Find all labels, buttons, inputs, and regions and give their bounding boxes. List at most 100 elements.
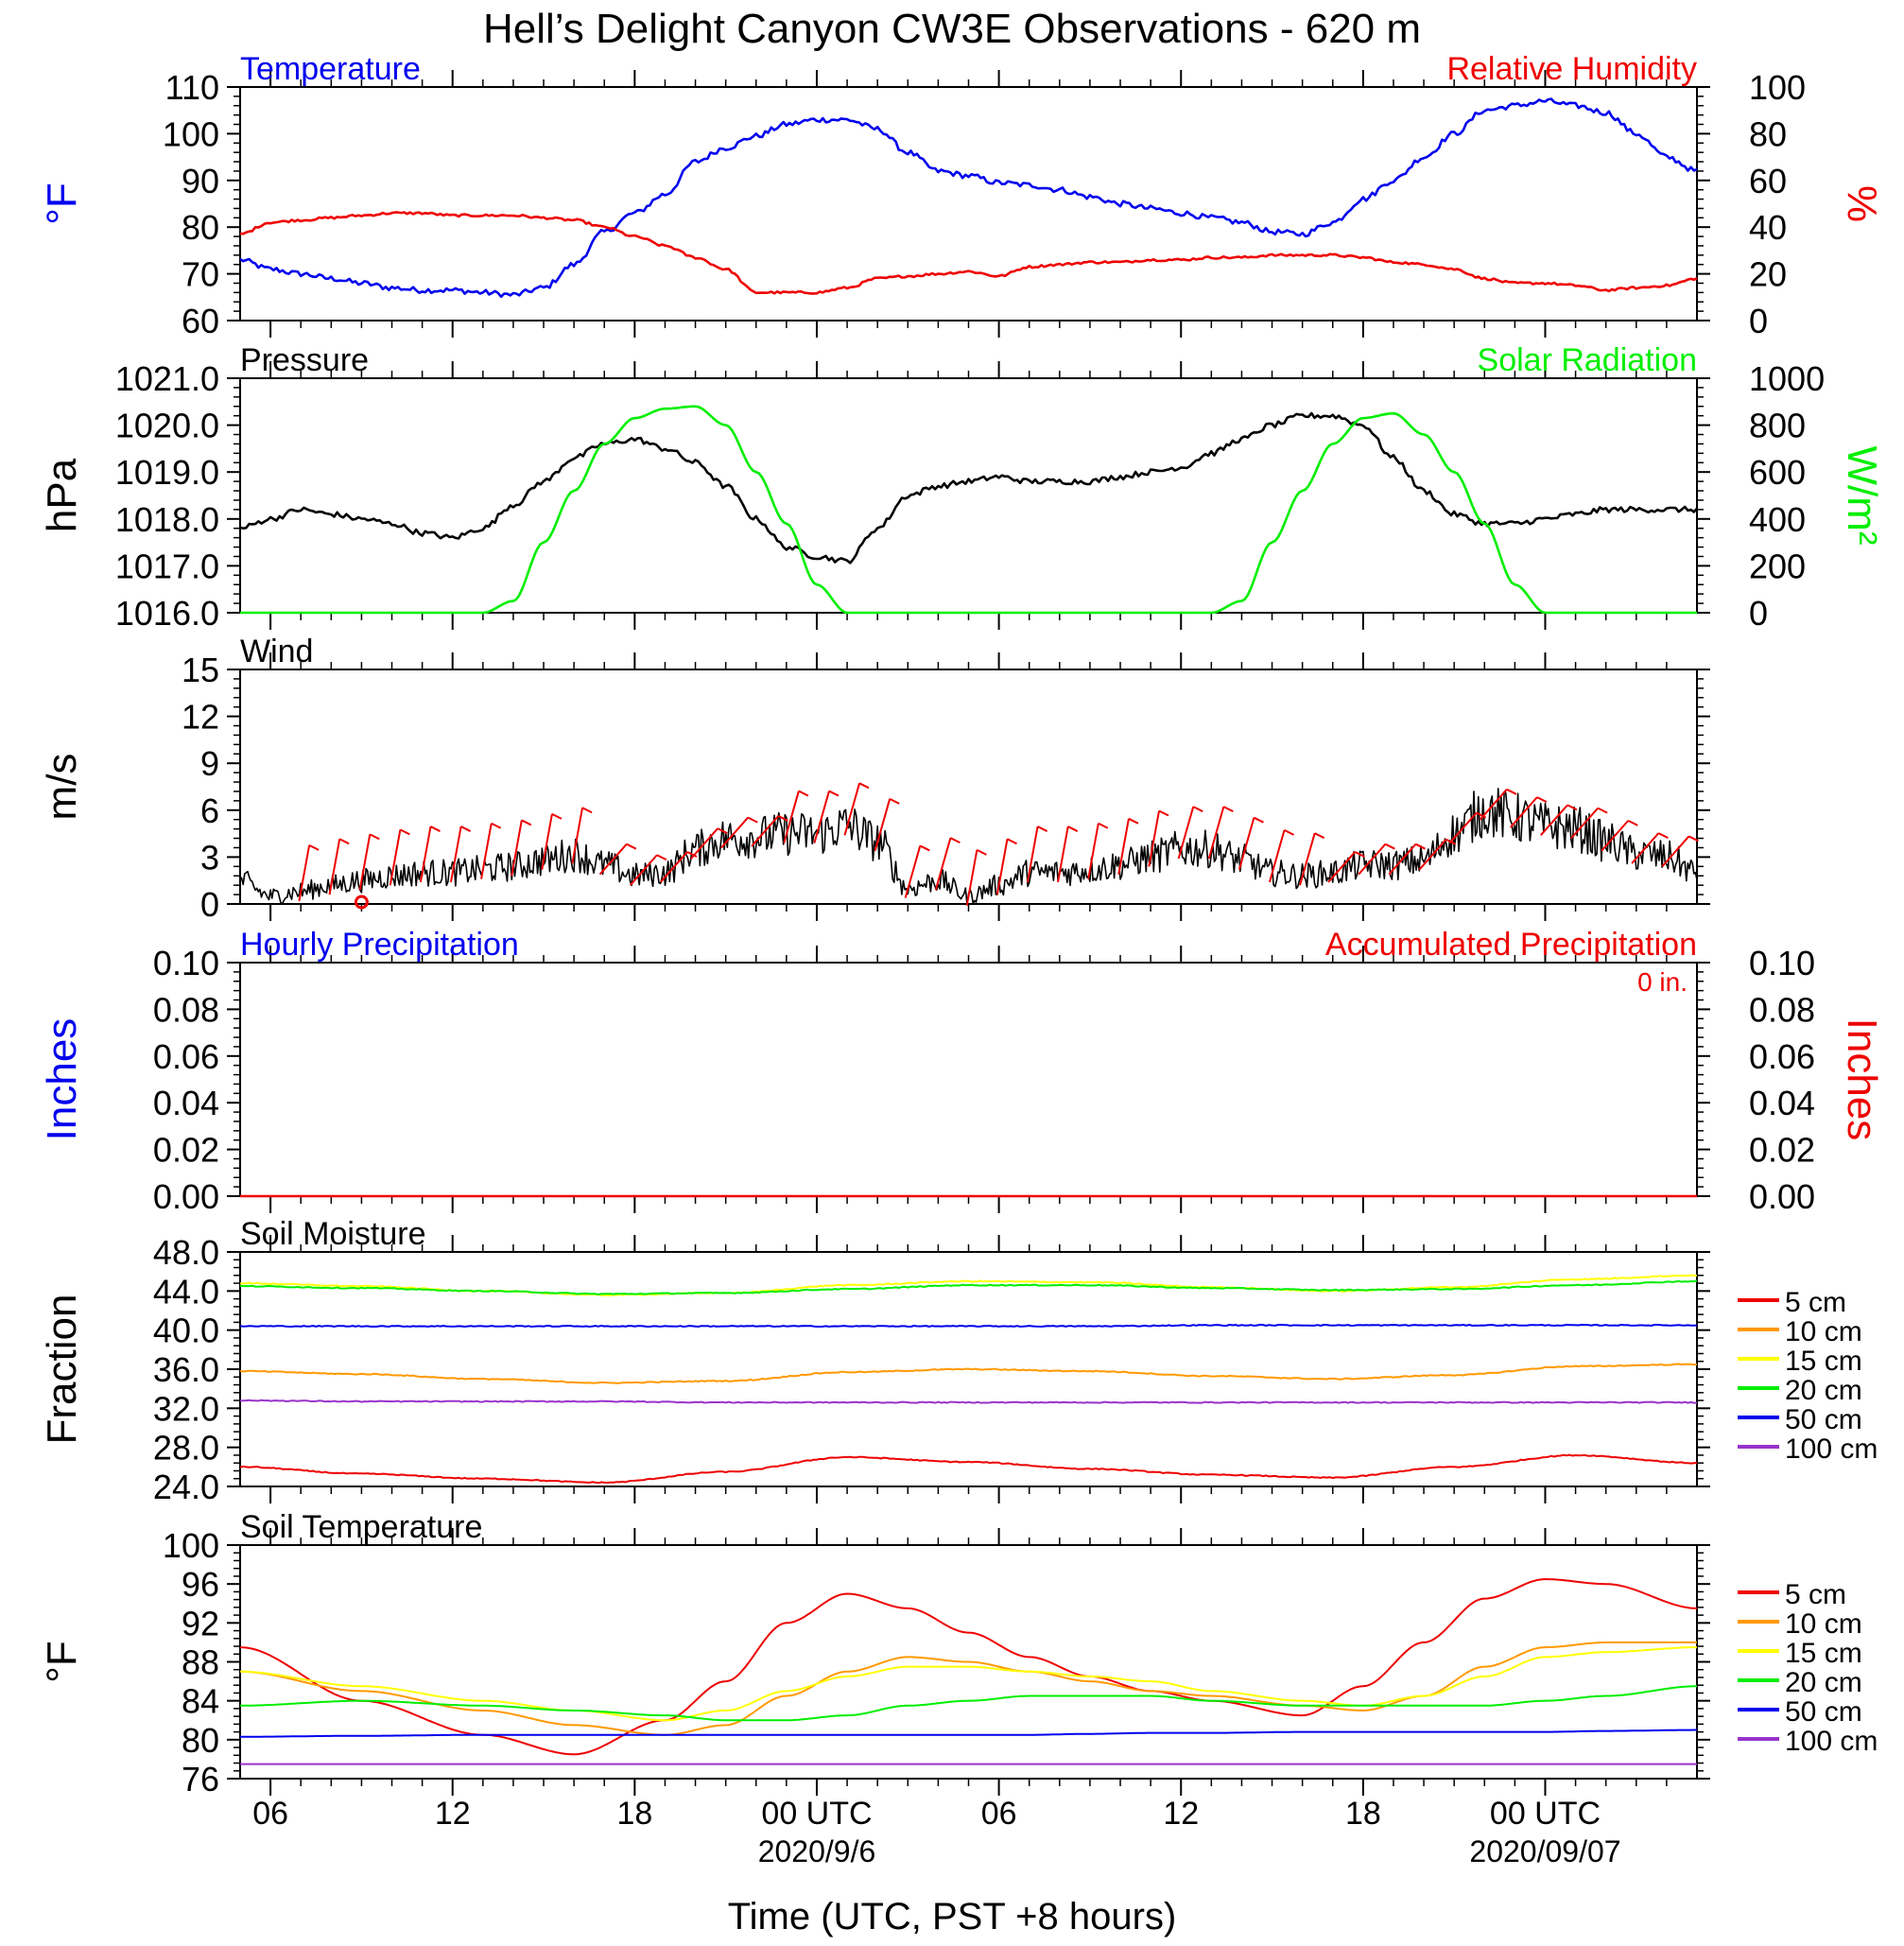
series-line-pressure [239, 411, 1698, 565]
y-tick-label-left: 1019.0 [115, 453, 219, 492]
wind-barb-flag [1007, 838, 1017, 845]
wind-barb-flag [1098, 822, 1109, 829]
wind-barb [934, 837, 952, 891]
wind-barb [690, 827, 718, 860]
y-tick-label-left: 0.08 [153, 990, 219, 1029]
legend-label: 20 cm [1785, 1667, 1862, 1698]
y-tick-label-right: 40 [1749, 208, 1787, 247]
y-tick-label-left: 6 [200, 791, 219, 830]
y-tick-label-left: 90 [182, 162, 219, 200]
x-tick-label: 18 [616, 1796, 652, 1832]
y-tick-label-left: 1018.0 [115, 500, 219, 539]
series-line-50-cm [240, 1729, 1697, 1738]
wind-barb [389, 829, 402, 886]
y-tick-label-left: 1017.0 [115, 547, 219, 585]
wind-barb [1631, 832, 1660, 864]
y-tick-label-right: 400 [1749, 500, 1806, 539]
wind-barb [1388, 843, 1417, 876]
y-tick-label-right: 0.04 [1749, 1084, 1815, 1122]
wind-barb-flag [430, 825, 441, 832]
y-tick-label-left: 110 [165, 68, 219, 107]
wind-barb [1661, 835, 1690, 868]
panel-title-right: Relative Humidity [1446, 51, 1697, 87]
wind-barb-flag [1314, 832, 1325, 840]
series-line-20-cm [240, 1685, 1698, 1722]
wind-barb [843, 783, 861, 836]
wind-barb-flag [1067, 825, 1079, 832]
x-tick-label: 06 [981, 1796, 1017, 1832]
y-tick-label-right: 80 [1749, 114, 1787, 153]
y-axis-label-left: m/s [39, 754, 85, 821]
y-tick-label-left: 84 [182, 1682, 219, 1721]
y-tick-label-left: 0.04 [153, 1084, 219, 1122]
wind-barb [1418, 839, 1447, 871]
x-tick-label: 06 [252, 1796, 288, 1832]
legend-label: 100 cm [1785, 1726, 1878, 1757]
wind-barb [541, 813, 553, 870]
wind-barb [1026, 825, 1039, 883]
wind-barb [1238, 817, 1255, 870]
wind-barb [995, 839, 1009, 895]
wind-barb-flag [1128, 817, 1139, 825]
y-tick-label-left: 88 [182, 1643, 219, 1682]
y-tick-label-right: 0.06 [1749, 1037, 1815, 1076]
wind-barb-flag [747, 816, 758, 824]
y-tick-label-left: 15 [182, 651, 219, 689]
y-tick-label-left: 0.10 [153, 944, 219, 982]
wind-barb [1299, 832, 1316, 886]
x-tick-label: 18 [1345, 1796, 1381, 1832]
panel-title-left: Wind [240, 634, 313, 669]
y-axis-label-right: % [1839, 185, 1885, 222]
y-axis-label-right: W/m² [1839, 445, 1885, 545]
y-tick-label-right: 0.10 [1749, 944, 1815, 982]
series-line-10-cm [239, 1363, 1698, 1384]
wind-barb-flag [858, 782, 870, 790]
wind-barb-flag [521, 819, 532, 826]
wind-barb [511, 820, 523, 877]
wind-barb-flag [1597, 807, 1608, 814]
wind-barb-flag [626, 843, 637, 850]
wind-barb [1117, 818, 1130, 875]
series-line-100-cm [239, 1399, 1697, 1404]
wind-barb-flag [919, 844, 930, 852]
wind-barb-flag [1415, 843, 1426, 850]
y-tick-label-left: 76 [182, 1760, 219, 1798]
wind-barb [1268, 829, 1286, 883]
y-tick-label-left: 80 [182, 1721, 219, 1760]
wind-barb-flag [717, 827, 728, 835]
x-date-label: 2020/09/07 [1469, 1834, 1620, 1868]
y-tick-label-right: 200 [1749, 547, 1806, 585]
y-tick-label-right: 1000 [1749, 359, 1825, 398]
wind-barb [1509, 796, 1538, 828]
y-tick-label-right: 0.00 [1749, 1177, 1815, 1216]
wind-barb [598, 843, 628, 876]
wind-barb [965, 849, 978, 906]
wind-barb-flag [1158, 809, 1169, 817]
y-tick-label-left: 80 [182, 208, 219, 247]
wind-barb [751, 815, 780, 847]
chart-title: Hell’s Delight Canyon CW3E Observations … [483, 6, 1421, 52]
y-axis-label-left: °F [39, 182, 85, 224]
panel-title-left: Temperature [240, 51, 421, 87]
wind-barb-flag [1536, 796, 1548, 803]
legend-label: 5 cm [1785, 1579, 1846, 1610]
panel-title-left: Hourly Precipitation [240, 927, 519, 963]
x-tick-label: 12 [435, 1796, 471, 1832]
y-tick-label-right: 0 [1749, 594, 1768, 633]
wind-barb [1327, 851, 1357, 883]
wind-barb [449, 825, 462, 883]
y-tick-label-left: 32.0 [153, 1389, 219, 1428]
y-tick-label-left: 1021.0 [115, 359, 219, 398]
wind-barb [1207, 806, 1225, 860]
wind-barb [1540, 804, 1568, 836]
wind-barb [1479, 789, 1508, 821]
wind-barb [659, 851, 688, 883]
calm-wind-marker [354, 895, 369, 910]
y-tick-label-left: 12 [182, 698, 219, 737]
panel-title-left: Soil Moisture [240, 1216, 426, 1252]
wind-barb-flag [1627, 819, 1638, 826]
wind-barb-flag [798, 790, 809, 797]
y-tick-label-right: 0 [1749, 302, 1768, 340]
wind-barb [1570, 808, 1599, 840]
